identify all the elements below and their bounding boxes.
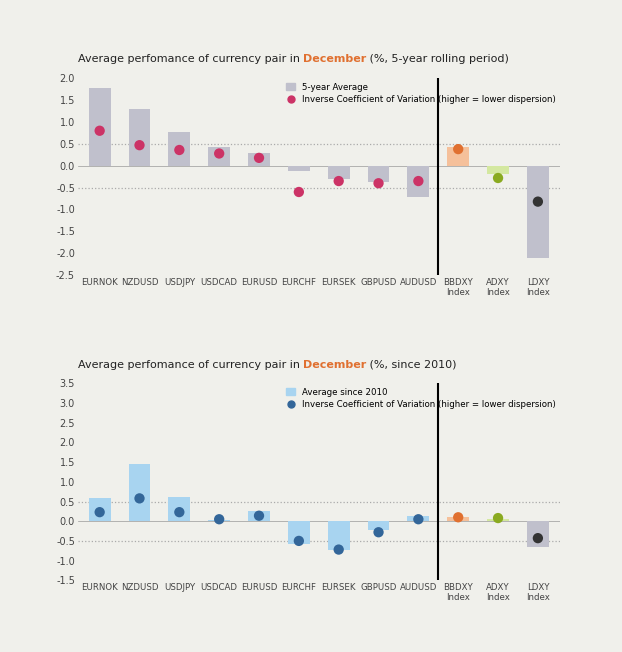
Bar [129,109,151,166]
Point [134,140,144,151]
Point [414,514,424,524]
Point [493,173,503,183]
Point [414,176,424,186]
Legend: Average since 2010, Inverse Coefficient of Variation (higher = lower dispersion): Average since 2010, Inverse Coefficient … [286,388,555,409]
Point [214,514,224,524]
Bar [527,521,549,547]
Bar [208,520,230,521]
Point [174,145,184,155]
Point [334,176,344,186]
Bar [169,497,190,521]
Point [254,511,264,521]
Point [334,544,344,555]
Text: (%, 5-year rolling period): (%, 5-year rolling period) [366,55,509,65]
Legend: 5-year Average, Inverse Coefficient of Variation (higher = lower dispersion): 5-year Average, Inverse Coefficient of V… [286,83,555,104]
Bar [129,464,151,521]
Point [374,527,384,537]
Point [453,144,463,155]
Bar [328,521,350,550]
Bar [368,521,389,530]
Bar [368,166,389,183]
Point [95,126,104,136]
Text: December: December [304,55,366,65]
Bar [208,147,230,166]
Bar [328,166,350,179]
Text: December: December [304,360,366,370]
Text: (%, since 2010): (%, since 2010) [366,360,457,370]
Point [294,186,304,197]
Bar [288,521,310,544]
Bar [288,166,310,171]
Point [214,148,224,158]
Point [174,507,184,518]
Bar [89,88,111,166]
Bar [407,166,429,198]
Point [374,178,384,188]
Bar [447,517,469,521]
Point [533,533,543,543]
Bar [407,516,429,521]
Bar [248,153,270,166]
Bar [527,166,549,258]
Point [453,512,463,522]
Point [254,153,264,163]
Text: Average perfomance of currency pair in: Average perfomance of currency pair in [78,55,304,65]
Point [493,513,503,524]
Bar [447,147,469,166]
Bar [248,511,270,521]
Bar [89,497,111,521]
Text: Average perfomance of currency pair in: Average perfomance of currency pair in [78,360,304,370]
Point [134,493,144,503]
Bar [487,166,509,173]
Point [95,507,104,518]
Point [294,536,304,546]
Bar [169,132,190,166]
Bar [487,519,509,521]
Point [533,196,543,207]
